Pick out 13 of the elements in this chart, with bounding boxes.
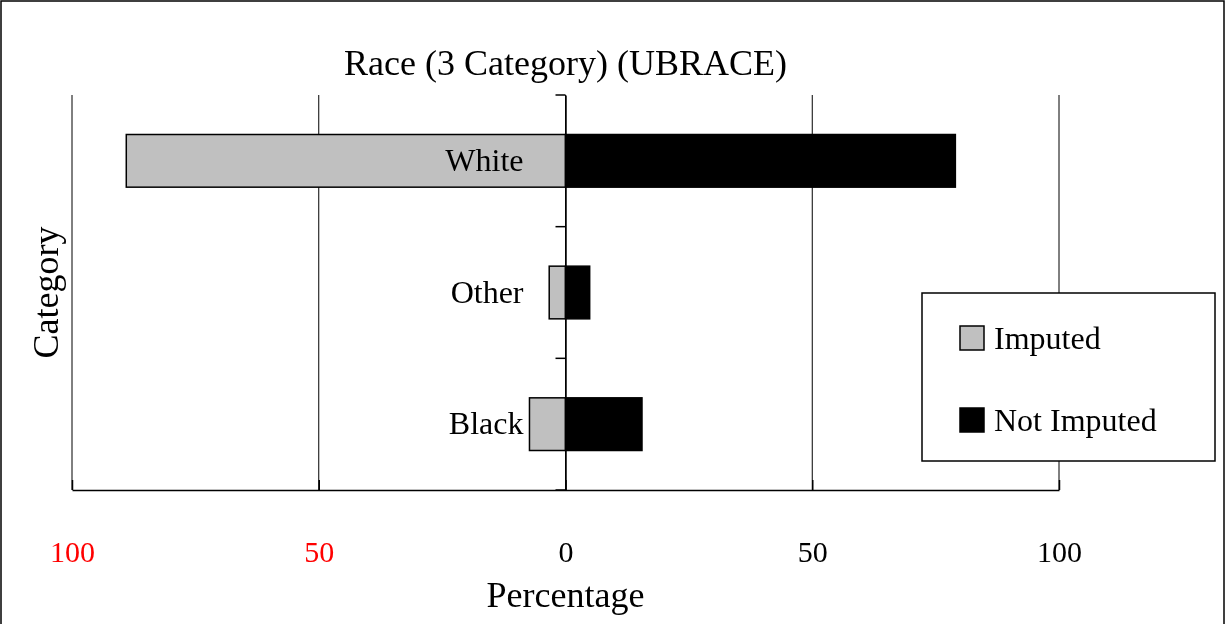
x-tick-label: 100: [50, 535, 95, 568]
y-tick-label: Black: [448, 405, 524, 442]
legend-label: Imputed: [994, 320, 1101, 356]
x-tick-label: 0: [558, 535, 574, 568]
legend-label: Not Imputed: [994, 402, 1157, 438]
y-tick-label: White: [445, 142, 524, 179]
x-tick-label: 100: [1037, 535, 1082, 568]
chart-title: Race (3 Category) (UBRACE): [344, 43, 787, 83]
x-axis-title: Percentage: [486, 575, 645, 615]
y-axis-title: Category: [26, 226, 66, 359]
y-tick-label: Other: [450, 273, 524, 310]
x-tick-label: 50: [304, 535, 335, 568]
x-tick-label: 50: [797, 535, 828, 568]
